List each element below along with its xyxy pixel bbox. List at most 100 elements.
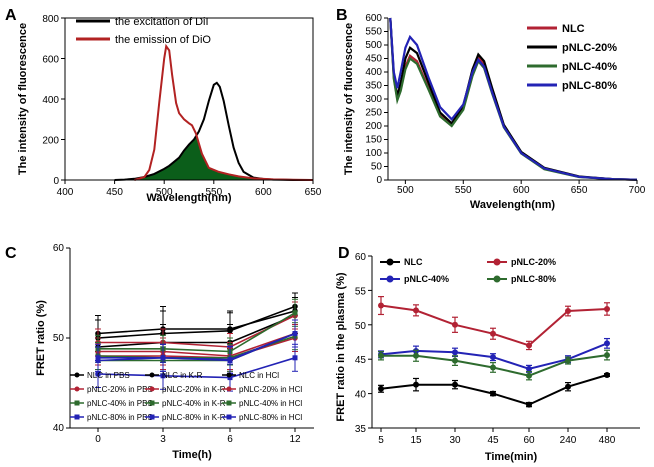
data-point bbox=[565, 308, 571, 315]
y-tick-label: 50 bbox=[371, 162, 383, 173]
data-point bbox=[378, 385, 384, 392]
legend-marker bbox=[149, 372, 155, 378]
legend-label: pNLC-80% in K-R bbox=[162, 413, 226, 422]
x-tick-label: 700 bbox=[629, 185, 646, 196]
data-point bbox=[490, 354, 496, 361]
data-point bbox=[292, 310, 298, 316]
legend-marker bbox=[226, 372, 232, 378]
legend-marker bbox=[386, 258, 394, 266]
legend-marker bbox=[74, 386, 80, 392]
y-tick-label: 400 bbox=[42, 95, 59, 106]
data-point bbox=[452, 321, 458, 328]
y-tick-label: 800 bbox=[42, 14, 59, 25]
data-point bbox=[378, 302, 384, 309]
data-point bbox=[490, 364, 496, 371]
data-point bbox=[604, 372, 610, 379]
data-point bbox=[413, 307, 419, 314]
data-point bbox=[452, 357, 458, 364]
data-point bbox=[452, 381, 458, 388]
x-tick-label: 650 bbox=[305, 187, 322, 198]
data-point bbox=[526, 365, 532, 372]
legend-label: pNLC-20% bbox=[511, 257, 556, 267]
y-axis-label: FRET ratio (%) bbox=[35, 300, 47, 376]
legend-marker bbox=[74, 400, 80, 406]
legend-label: pNLC-20% bbox=[562, 42, 617, 54]
legend-label: NLC in PBS bbox=[87, 371, 130, 380]
legend-label: pNLC-80% bbox=[511, 274, 556, 284]
x-tick-label: 15 bbox=[410, 435, 422, 446]
series-line-pnlc-80- bbox=[389, 17, 638, 181]
data-point bbox=[378, 352, 384, 359]
x-tick-label: 550 bbox=[455, 185, 472, 196]
legend-marker bbox=[493, 258, 501, 266]
data-point bbox=[292, 355, 298, 361]
series-line bbox=[98, 337, 296, 359]
legend-marker bbox=[386, 275, 394, 283]
x-axis-label: Wavelength(nm) bbox=[146, 192, 231, 204]
series-line bbox=[98, 332, 296, 357]
data-point bbox=[565, 357, 571, 364]
series-line bbox=[98, 312, 296, 353]
x-tick-label: 500 bbox=[397, 185, 414, 196]
legend-label: the emission of DiO bbox=[115, 34, 211, 46]
y-tick-label: 35 bbox=[355, 424, 367, 435]
data-point bbox=[490, 330, 496, 337]
x-tick-label: 6 bbox=[227, 434, 233, 445]
y-axis-label: FRET ratio in the plasma (%) bbox=[335, 272, 347, 421]
y-tick-label: 600 bbox=[365, 13, 382, 24]
data-point bbox=[227, 375, 233, 381]
y-tick-label: 50 bbox=[53, 333, 65, 344]
data-point bbox=[452, 349, 458, 356]
y-tick-label: 200 bbox=[42, 136, 59, 147]
series-line bbox=[98, 332, 296, 361]
legend-label: pNLC-40% in PBS bbox=[87, 399, 153, 408]
data-point bbox=[413, 352, 419, 359]
y-tick-label: 55 bbox=[355, 286, 367, 297]
y-tick-label: 400 bbox=[365, 67, 382, 78]
x-tick-label: 550 bbox=[205, 187, 222, 198]
legend-label: pNLC-20% in HCl bbox=[239, 385, 302, 394]
data-point bbox=[526, 401, 532, 408]
data-point bbox=[526, 372, 532, 379]
panel-c: 40 50 60 0 3 6 12 Time(h) FRET ratio (%) NLC in P… bbox=[5, 243, 314, 461]
legend-label: pNLC-80% in HCl bbox=[239, 413, 302, 422]
legend-marker bbox=[226, 414, 232, 420]
data-point bbox=[292, 331, 298, 336]
panel-d: 35 40 45 50 55 60 5 15 30 45 60 240 480 Time(min) FRET… bbox=[335, 245, 640, 463]
data-point bbox=[604, 305, 610, 312]
y-tick-label: 350 bbox=[365, 81, 382, 92]
series-line-emission bbox=[134, 43, 314, 181]
legend-marker bbox=[149, 400, 155, 406]
legend-label: pNLC-40% in K-R bbox=[162, 399, 226, 408]
panel-label: D bbox=[338, 245, 350, 262]
x-tick-label: 5 bbox=[378, 435, 384, 446]
y-tick-label: 550 bbox=[365, 27, 382, 38]
legend-label: the excitation of DiI bbox=[115, 16, 209, 28]
panel-label: C bbox=[5, 245, 17, 262]
y-tick-label: 40 bbox=[53, 423, 65, 434]
legend-marker bbox=[226, 400, 232, 406]
x-axis-label: Time(h) bbox=[172, 449, 212, 461]
x-tick-label: 3 bbox=[160, 434, 166, 445]
legend-label: pNLC-40% in HCl bbox=[239, 399, 302, 408]
legend-label: pNLC-40% bbox=[562, 61, 617, 73]
y-tick-label: 150 bbox=[365, 135, 382, 146]
legend-label: pNLC-40% bbox=[404, 274, 449, 284]
x-tick-label: 600 bbox=[255, 187, 272, 198]
x-tick-label: 45 bbox=[487, 435, 499, 446]
y-tick-label: 45 bbox=[355, 355, 367, 366]
series-line bbox=[97, 310, 296, 335]
y-tick-label: 200 bbox=[365, 121, 382, 132]
legend-label: NLC in HCl bbox=[239, 371, 279, 380]
y-tick-label: 500 bbox=[365, 40, 382, 51]
y-tick-label: 0 bbox=[376, 175, 382, 186]
legend-marker bbox=[493, 275, 501, 283]
y-tick-label: 60 bbox=[53, 243, 65, 254]
series-pnlc-80- bbox=[378, 349, 610, 381]
panel-a: 400 450 500 550 600 650 0 200 400 600 800 Wavelengt… bbox=[5, 7, 322, 204]
series-line-excitation bbox=[114, 81, 313, 181]
data-point bbox=[95, 355, 101, 361]
y-tick-label: 50 bbox=[355, 321, 367, 332]
data-point bbox=[490, 390, 496, 397]
